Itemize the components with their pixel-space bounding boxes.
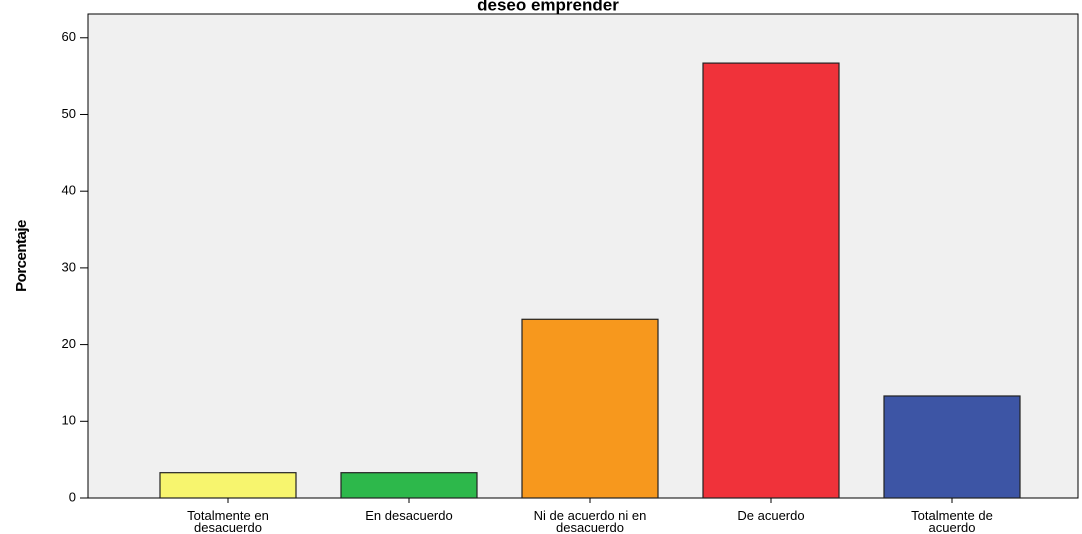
bar (521, 318, 659, 499)
y-tick-label: 40 (62, 183, 76, 198)
y-tick-label: 60 (62, 29, 76, 44)
y-tick-label: 10 (62, 413, 76, 428)
bar (340, 472, 478, 499)
y-tick-label: 50 (62, 106, 76, 121)
x-tick-label: De acuerdo (737, 508, 805, 523)
x-tick-label: En desacuerdo (365, 508, 453, 523)
bar (702, 62, 840, 499)
bar (883, 395, 1021, 499)
chart-title: deseo emprender (477, 0, 619, 14)
y-axis-label: Porcentaje (13, 220, 30, 292)
y-tick-label: 20 (62, 336, 76, 351)
y-tick-label: 0 (69, 489, 76, 504)
bar (159, 472, 297, 499)
y-tick-label: 30 (62, 259, 76, 274)
x-tick-label: Ni de acuerdo ni en desacuerdo (533, 508, 647, 534)
x-tick-label: Totalmente de acuerdo (911, 508, 993, 534)
x-tick-label: Totalmente en desacuerdo (187, 508, 269, 534)
